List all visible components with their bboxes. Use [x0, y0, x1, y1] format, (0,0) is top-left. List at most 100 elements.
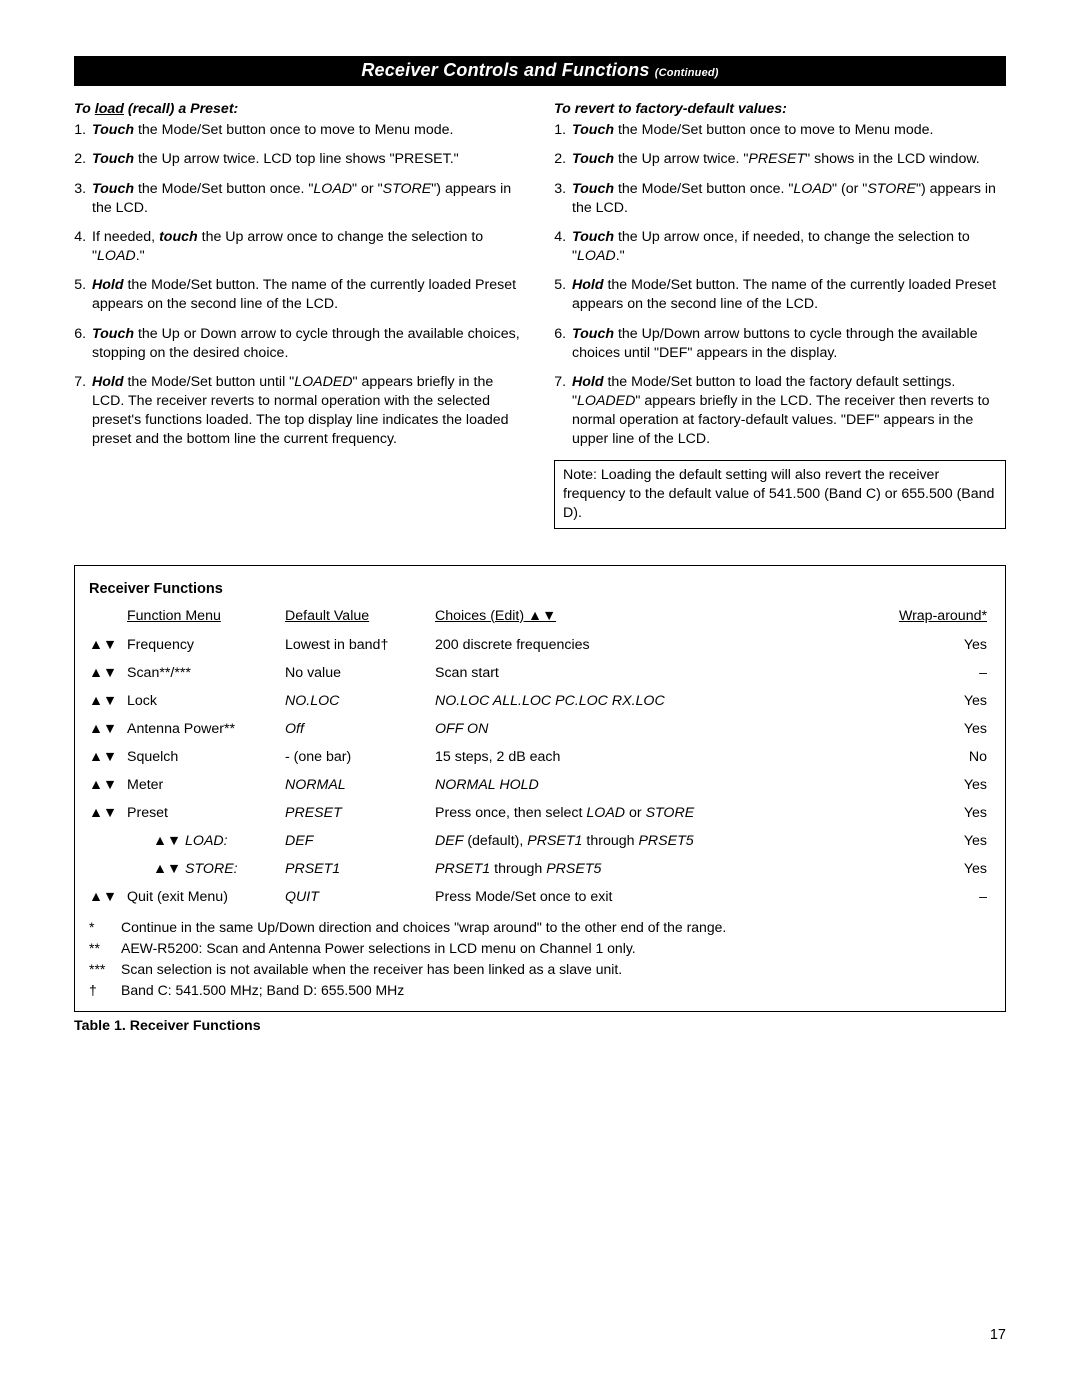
step-text: the Mode/Set button once to move to Menu… — [614, 122, 933, 138]
choices-cell: PRSET1 through PRSET5 — [435, 855, 881, 883]
default-cell: NO.LOC — [285, 687, 435, 715]
step-text: the Up arrow twice. LCD top line shows "… — [134, 151, 459, 167]
lcd-word: LOAD — [793, 181, 832, 197]
step-verb: Hold — [572, 374, 604, 390]
arrows-cell: ▲▼ — [89, 799, 127, 827]
step: Touch the Up arrow twice. LCD top line s… — [90, 150, 526, 169]
step-verb: Touch — [92, 181, 134, 197]
two-column-body: To load (recall) a Preset: Touch the Mod… — [74, 100, 1006, 529]
wrap-cell: Yes — [881, 827, 991, 855]
table-row: ▲▼ LOAD:DEFDEF (default), PRSET1 through… — [89, 827, 991, 855]
functions-title: Receiver Functions — [89, 578, 991, 600]
step-verb: Hold — [92, 374, 124, 390]
step: Hold the Mode/Set button. The name of th… — [570, 276, 1006, 314]
default-cell: - (one bar) — [285, 743, 435, 771]
table-row: ▲▼LockNO.LOCNO.LOC ALL.LOC PC.LOC RX.LOC… — [89, 687, 991, 715]
lcd-word: LOAD — [577, 248, 616, 264]
step-verb: Touch — [92, 326, 134, 342]
step-text: the Mode/Set button. The name of the cur… — [572, 277, 996, 312]
arrows-cell: ▲▼ — [89, 715, 127, 743]
step: Touch the Up arrow twice. "PRESET" shows… — [570, 150, 1006, 169]
table-row: ▲▼Quit (exit Menu)QUITPress Mode/Set onc… — [89, 883, 991, 911]
default-cell: NORMAL — [285, 771, 435, 799]
choices-cell: Press once, then select LOAD or STORE — [435, 799, 881, 827]
right-column: To revert to factory-default values: Tou… — [554, 100, 1006, 529]
lcd-word: PRESET — [748, 151, 805, 167]
step-verb: Touch — [572, 122, 614, 138]
arrows-cell: ▲▼ — [89, 743, 127, 771]
arrows-cell: ▲▼ — [89, 687, 127, 715]
choices-cell: Press Mode/Set once to exit — [435, 883, 881, 911]
step: Touch the Mode/Set button once. "LOAD" o… — [90, 180, 526, 218]
header-title: Receiver Controls and Functions — [361, 60, 649, 80]
step: Hold the Mode/Set button. The name of th… — [90, 276, 526, 314]
section-header: Receiver Controls and Functions (Continu… — [74, 56, 1006, 86]
choices-cell: OFF ON — [435, 715, 881, 743]
step-verb: Touch — [572, 151, 614, 167]
menu-cell: ▲▼ LOAD: — [127, 827, 285, 855]
step-verb: Hold — [572, 277, 604, 293]
default-cell: Lowest in band† — [285, 631, 435, 659]
left-column: To load (recall) a Preset: Touch the Mod… — [74, 100, 526, 529]
choices-cell: NORMAL HOLD — [435, 771, 881, 799]
menu-cell: ▲▼ STORE: — [127, 855, 285, 883]
arrows-cell: ▲▼ — [89, 631, 127, 659]
arrows-cell: ▲▼ — [89, 883, 127, 911]
step: Touch the Up arrow once, if needed, to c… — [570, 228, 1006, 266]
wrap-cell: Yes — [881, 799, 991, 827]
wrap-cell: Yes — [881, 687, 991, 715]
header-continued: (Continued) — [655, 67, 719, 79]
step-text: If needed, — [92, 229, 159, 245]
footnote: †Band C: 541.500 MHz; Band D: 655.500 MH… — [89, 980, 991, 1001]
left-steps: Touch the Mode/Set button once to move t… — [74, 121, 526, 449]
right-heading: To revert to factory-default values: — [554, 100, 1006, 119]
step: Touch the Up or Down arrow to cycle thro… — [90, 325, 526, 363]
menu-cell: Meter — [127, 771, 285, 799]
step-verb: Touch — [92, 151, 134, 167]
default-cell: Off — [285, 715, 435, 743]
default-cell: DEF — [285, 827, 435, 855]
col-wrap: Wrap-around* — [881, 603, 991, 631]
wrap-cell: Yes — [881, 855, 991, 883]
table-row: ▲▼Scan**/***No valueScan start– — [89, 659, 991, 687]
footnote: *Continue in the same Up/Down direction … — [89, 917, 991, 938]
choices-cell: NO.LOC ALL.LOC PC.LOC RX.LOC — [435, 687, 881, 715]
step-text: the Up or Down arrow to cycle through th… — [92, 326, 520, 361]
arrows-cell — [89, 827, 127, 855]
note-box: Note: Loading the default setting will a… — [554, 460, 1006, 530]
heading-underline: load — [95, 101, 124, 117]
lcd-word: LOADED — [577, 393, 635, 409]
step: Touch the Up/Down arrow buttons to cycle… — [570, 325, 1006, 363]
menu-cell: Lock — [127, 687, 285, 715]
arrows-cell: ▲▼ — [89, 659, 127, 687]
lcd-word: STORE — [867, 181, 916, 197]
step-verb: Touch — [572, 229, 614, 245]
wrap-cell: Yes — [881, 631, 991, 659]
step: If needed, touch the Up arrow once to ch… — [90, 228, 526, 266]
choices-cell: Scan start — [435, 659, 881, 687]
lcd-word: LOAD — [97, 248, 136, 264]
step-text: the Up/Down arrow buttons to cycle throu… — [572, 326, 978, 361]
wrap-cell: Yes — [881, 771, 991, 799]
menu-cell: Preset — [127, 799, 285, 827]
heading-text: To — [74, 101, 95, 117]
table-row: ▲▼Antenna Power**OffOFF ONYes — [89, 715, 991, 743]
heading-text: (recall) a Preset: — [124, 101, 238, 117]
wrap-cell: – — [881, 659, 991, 687]
menu-cell: Antenna Power** — [127, 715, 285, 743]
choices-cell: DEF (default), PRSET1 through PRSET5 — [435, 827, 881, 855]
arrows-cell: ▲▼ — [89, 771, 127, 799]
step: Touch the Mode/Set button once to move t… — [570, 121, 1006, 140]
step: Touch the Mode/Set button once to move t… — [90, 121, 526, 140]
col-default-value: Default Value — [285, 603, 435, 631]
step: Hold the Mode/Set button to load the fac… — [570, 373, 1006, 450]
step: Hold the Mode/Set button until "LOADED" … — [90, 373, 526, 450]
step-verb: Touch — [572, 326, 614, 342]
lcd-word: STORE — [383, 181, 432, 197]
right-steps: Touch the Mode/Set button once to move t… — [554, 121, 1006, 449]
table-row: ▲▼MeterNORMALNORMAL HOLDYes — [89, 771, 991, 799]
step-text: the Mode/Set button once to move to Menu… — [134, 122, 453, 138]
footnote: **AEW-R5200: Scan and Antenna Power sele… — [89, 938, 991, 959]
choices-cell: 200 discrete frequencies — [435, 631, 881, 659]
table-row: ▲▼PresetPRESETPress once, then select LO… — [89, 799, 991, 827]
